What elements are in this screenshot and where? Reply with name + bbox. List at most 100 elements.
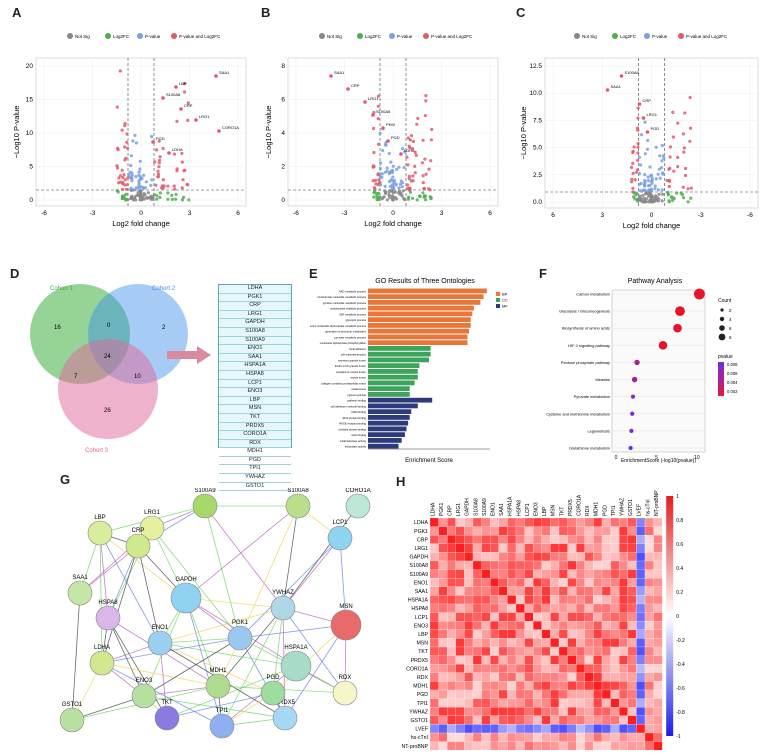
protein-list-item: LRG1 (219, 311, 291, 320)
heatmap-cell (515, 732, 525, 742)
heatmap-cell (438, 578, 448, 587)
heatmap-cell (455, 535, 465, 544)
heatmap-cell (627, 517, 637, 527)
heatmap-cell (438, 535, 448, 544)
network-edge (107, 545, 139, 619)
volcano-point (391, 164, 395, 168)
heatmap-cell (601, 560, 611, 570)
heatmap-cell (438, 672, 448, 682)
heatmap-cell (610, 629, 620, 639)
heatmap-cell (438, 569, 448, 579)
heatmap-cell (490, 526, 499, 536)
protein-list-item: LBP (219, 397, 291, 406)
heatmap-cell (490, 603, 499, 613)
heatmap-cell (464, 586, 474, 596)
volcano-point (183, 168, 187, 172)
network-edge (272, 607, 284, 694)
network-node (285, 493, 311, 519)
heatmap-cell (472, 595, 482, 605)
volcano-point (406, 136, 410, 140)
network-node (280, 650, 312, 682)
heatmap-cell (507, 621, 517, 630)
volcano-point (658, 154, 662, 158)
heatmap-cell (567, 698, 577, 708)
volcano-point (415, 198, 419, 202)
volcano-point (161, 178, 165, 182)
heatmap-cell (619, 681, 628, 691)
heatmap-row-label: LCP1 (415, 615, 428, 621)
network-node (332, 680, 358, 706)
panel-label-b: B (261, 5, 271, 20)
heatmap-cell (593, 741, 603, 750)
protein-list-item: PRDX5 (219, 423, 291, 432)
heatmap-cell (447, 629, 456, 639)
volcano-xtick: -6 (747, 212, 753, 219)
heatmap-cell (438, 629, 448, 639)
heatmap-cell (490, 586, 499, 596)
network-node (170, 582, 202, 614)
heatmap-cell (464, 560, 474, 570)
volcano-gene-label: LDHA (404, 148, 415, 153)
heatmap-row-label: HSPA8 (411, 606, 428, 612)
heatmap-cell (438, 526, 448, 536)
heatmap-cell (472, 681, 482, 691)
heatmap-cell (429, 569, 439, 579)
heatmap-cell (533, 681, 542, 691)
heatmap-cell (576, 517, 585, 527)
heatmap-cell (429, 560, 439, 570)
heatmap-cell (541, 664, 551, 673)
volcano-point (372, 191, 376, 195)
heatmap-cell (627, 543, 637, 553)
heatmap-row-label: ENO3 (414, 623, 428, 629)
heatmap-cell (550, 517, 560, 527)
network-edge (221, 607, 284, 727)
heatmap-cell (558, 552, 568, 562)
heatmap-cell (550, 578, 560, 587)
heatmap-cell (541, 569, 551, 579)
heatmap-cell (653, 517, 663, 527)
heatmap-cell (636, 535, 646, 544)
panel-label-a: A (12, 5, 22, 20)
heatmap-cell (558, 560, 568, 570)
volcano-ytick: 6 (281, 97, 285, 104)
go-bar (368, 392, 410, 397)
volcano-point (421, 174, 425, 178)
heatmap-cell (464, 603, 474, 613)
heatmap-cell (455, 595, 465, 605)
heatmap-cell (601, 638, 611, 648)
network-node (260, 680, 286, 706)
network-edge (151, 527, 241, 639)
heatmap-cell (576, 569, 585, 579)
volcano-point (145, 196, 149, 200)
volcano-point (116, 148, 120, 152)
heatmap-cell (472, 526, 482, 536)
volcano-point (133, 195, 137, 199)
protein-list-item: TPI1 (219, 465, 291, 475)
volcano-ytick: 10 (26, 130, 34, 137)
heatmap-cell (438, 646, 448, 656)
heatmap-cell (472, 664, 482, 673)
volcano-point (681, 132, 685, 136)
heatmap-cell (576, 629, 585, 639)
network-edge (101, 662, 219, 687)
heatmap-cell (558, 629, 568, 639)
heatmap-cell (524, 543, 534, 553)
heatmap-cell (507, 689, 517, 699)
volcano-point (684, 166, 688, 171)
volcano-point (660, 199, 664, 203)
protein-list-item: RDX (219, 440, 291, 449)
heatmap-cell (455, 517, 465, 527)
heatmap-cell (464, 672, 474, 682)
go-term-label: cell-substrate junction (341, 353, 367, 357)
volcano-point (124, 156, 128, 160)
volcano-point (403, 150, 407, 154)
heatmap-cell (576, 552, 585, 562)
heatmap-col-label: HSPA1A (508, 496, 514, 516)
go-bar (368, 380, 415, 386)
network-edge (239, 624, 347, 639)
heatmap-cell (447, 672, 456, 682)
heatmap-cell (567, 689, 577, 699)
heatmap-cell (472, 612, 482, 622)
heatmap-cell (627, 552, 637, 562)
heatmap-cell (490, 638, 499, 648)
